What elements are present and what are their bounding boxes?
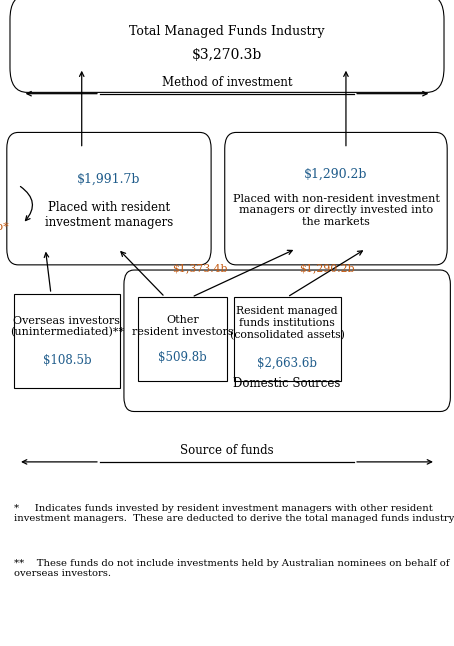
Text: Overseas investors
(unintermediated)**: Overseas investors (unintermediated)** [10, 315, 124, 338]
Text: $3,270.3b: $3,270.3b [192, 48, 262, 62]
Text: $1,290.2b: $1,290.2b [299, 263, 355, 273]
Text: Method of investment: Method of investment [162, 76, 292, 89]
Text: Other
resident investors: Other resident investors [132, 315, 233, 337]
Text: $2,663.6b: $2,663.6b [257, 357, 317, 370]
Text: $1,373.4b: $1,373.4b [172, 263, 227, 273]
Text: $509.8b: $509.8b [158, 351, 207, 364]
Bar [138, 297, 227, 381]
Text: Resident managed
funds institutions
(consolidated assets): Resident managed funds institutions (con… [230, 306, 345, 340]
Bar [234, 297, 340, 381]
Text: Placed with resident
investment managers: Placed with resident investment managers [45, 201, 173, 229]
Text: Source of funds: Source of funds [180, 444, 274, 457]
FancyBboxPatch shape [7, 132, 211, 265]
Text: Domestic Sources: Domestic Sources [233, 377, 341, 390]
Text: Total Managed Funds Industry: Total Managed Funds Industry [129, 25, 325, 39]
Text: $1,290.2b: $1,290.2b [304, 167, 368, 181]
FancyBboxPatch shape [225, 132, 447, 265]
Text: Placed with non-resident investment
managers or directly invested into
the marke: Placed with non-resident investment mana… [232, 194, 439, 227]
Bar [14, 294, 120, 388]
Text: **    These funds do not include investments held by Australian nominees on beha: ** These funds do not include investment… [14, 559, 449, 578]
FancyBboxPatch shape [124, 270, 450, 412]
Text: $1,991.7b: $1,991.7b [77, 172, 141, 186]
FancyBboxPatch shape [10, 0, 444, 92]
FancyArrowPatch shape [20, 187, 32, 220]
Text: $108.5b: $108.5b [43, 353, 91, 367]
Text: $11.5b*: $11.5b* [0, 222, 9, 232]
Text: *     Indicates funds invested by resident investment managers with other reside: * Indicates funds invested by resident i… [14, 504, 454, 523]
